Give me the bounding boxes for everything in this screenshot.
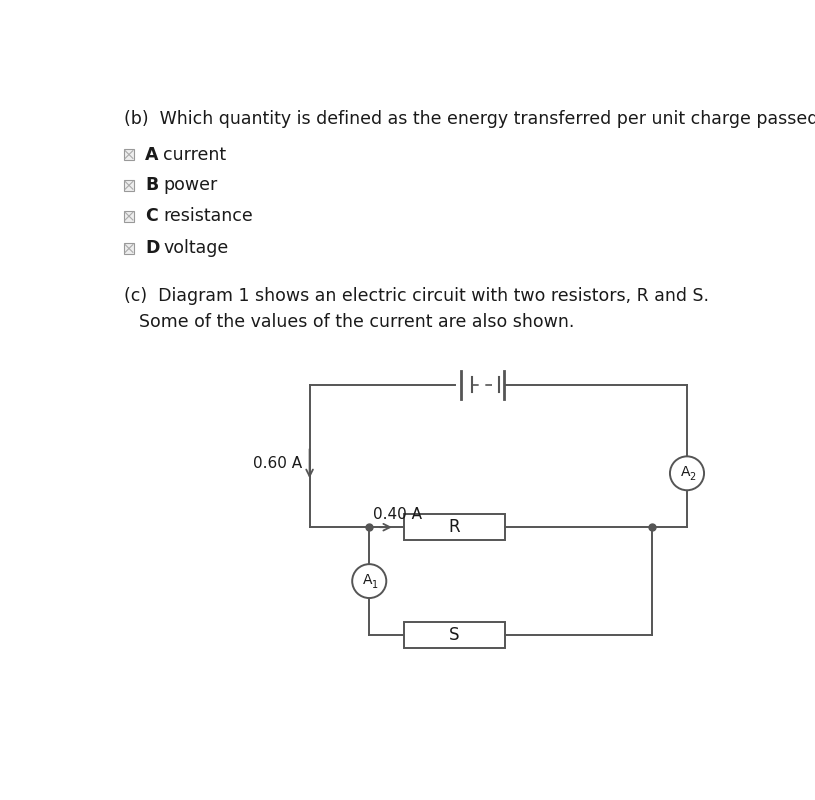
Text: (b)  Which quantity is defined as the energy transferred per unit charge passed?: (b) Which quantity is defined as the ene… xyxy=(124,110,815,128)
Ellipse shape xyxy=(352,564,386,598)
Text: current: current xyxy=(163,146,227,163)
Text: R: R xyxy=(449,518,460,536)
Bar xyxy=(124,210,134,222)
Text: A: A xyxy=(681,465,690,479)
Text: D: D xyxy=(145,239,160,258)
Text: 1: 1 xyxy=(372,580,377,590)
Text: 2: 2 xyxy=(689,472,695,482)
Text: A: A xyxy=(363,573,372,587)
Text: A: A xyxy=(145,146,159,163)
Text: 0.60 A: 0.60 A xyxy=(253,456,302,471)
Bar xyxy=(404,622,504,648)
Text: 0.40 A: 0.40 A xyxy=(373,507,422,522)
Text: (c)  Diagram 1 shows an electric circuit with two resistors, R and S.: (c) Diagram 1 shows an electric circuit … xyxy=(124,287,708,305)
Text: resistance: resistance xyxy=(163,207,253,225)
Text: B: B xyxy=(145,176,159,194)
Text: Some of the values of the current are also shown.: Some of the values of the current are al… xyxy=(139,313,575,331)
Bar xyxy=(124,180,134,190)
Bar xyxy=(404,514,504,540)
Text: S: S xyxy=(449,626,460,644)
Ellipse shape xyxy=(670,456,704,490)
Text: voltage: voltage xyxy=(163,239,228,258)
Bar xyxy=(124,243,134,254)
Bar xyxy=(124,149,134,160)
Text: C: C xyxy=(145,207,158,225)
Text: power: power xyxy=(163,176,218,194)
